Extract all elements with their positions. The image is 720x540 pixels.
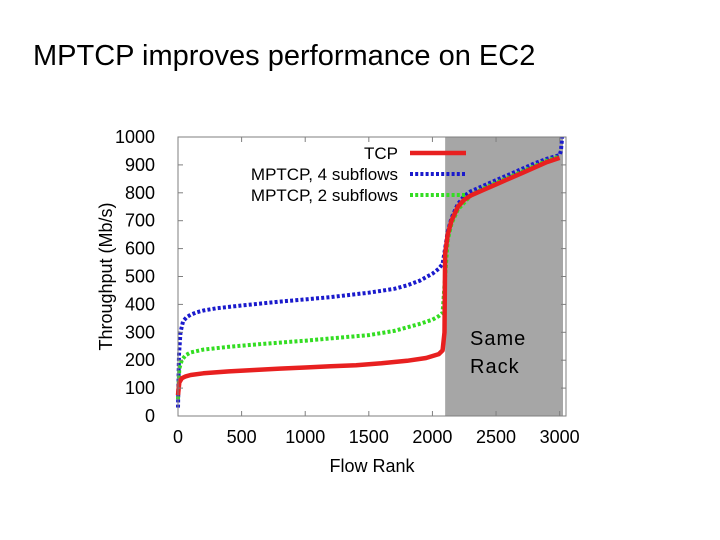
y-tick-label: 100 <box>125 378 155 398</box>
x-tick-label: 1500 <box>349 427 389 447</box>
slide-title: MPTCP improves performance on EC2 <box>33 40 536 72</box>
x-tick-label: 500 <box>227 427 257 447</box>
y-tick-label: 600 <box>125 239 155 259</box>
y-tick-label: 700 <box>125 211 155 231</box>
y-tick-label: 1000 <box>115 127 155 147</box>
y-tick-label: 300 <box>125 322 155 342</box>
y-tick-label: 0 <box>145 406 155 426</box>
y-tick-label: 400 <box>125 294 155 314</box>
x-tick-label: 2000 <box>412 427 452 447</box>
y-tick-label: 900 <box>125 155 155 175</box>
legend-label: TCP <box>364 144 398 163</box>
y-tick-label: 200 <box>125 350 155 370</box>
legend-label: MPTCP, 4 subflows <box>251 165 398 184</box>
series-line <box>175 155 561 396</box>
shaded-region <box>445 137 563 416</box>
x-tick-label: 2500 <box>476 427 516 447</box>
shaded-region-label-line-1: Same <box>470 328 526 350</box>
shaded-region-label-line-2: Rack <box>470 356 520 378</box>
y-axis-label: Throughput (Mb/s) <box>96 202 116 350</box>
x-axis-label: Flow Rank <box>329 456 415 476</box>
series-line <box>176 136 565 408</box>
legend-label: MPTCP, 2 subflows <box>251 186 398 205</box>
y-tick-label: 800 <box>125 183 155 203</box>
x-tick-label: 0 <box>173 427 183 447</box>
x-tick-label: 3000 <box>540 427 580 447</box>
y-tick-label: 500 <box>125 267 155 287</box>
x-tick-label: 1000 <box>285 427 325 447</box>
legend: TCP MPTCP, 4 subflows MPTCP, 2 subflows <box>251 144 466 205</box>
